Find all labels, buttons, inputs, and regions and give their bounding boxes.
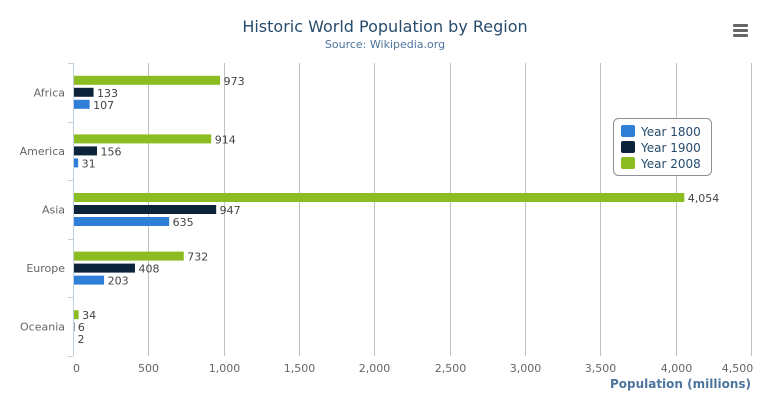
data-label: 973	[224, 75, 245, 88]
legend-symbol	[621, 157, 635, 169]
bar[interactable]	[73, 263, 135, 273]
x-tick-label: 2,000	[359, 362, 391, 375]
bar[interactable]	[73, 251, 184, 261]
data-label: 732	[187, 251, 208, 264]
data-label: 635	[173, 216, 194, 229]
chart-subtitle: Source: Wikipedia.org	[325, 38, 445, 51]
category-label: America	[20, 145, 65, 158]
data-label: 914	[215, 133, 236, 146]
category-label: Europe	[26, 262, 65, 275]
data-label: 31	[82, 157, 96, 170]
bar[interactable]	[73, 99, 90, 109]
bar[interactable]	[73, 310, 79, 320]
legend-label: Year 1900	[640, 141, 701, 155]
x-tick-label: 4,500	[722, 362, 754, 375]
data-label: 2	[78, 333, 85, 346]
data-label: 34	[82, 309, 96, 322]
data-label: 6	[78, 321, 85, 334]
menu-button[interactable]	[728, 20, 752, 40]
legend-label: Year 1800	[640, 125, 701, 139]
bar[interactable]	[73, 193, 685, 202]
legend-symbol	[621, 141, 635, 153]
x-tick-label: 500	[138, 362, 159, 375]
menu-icon	[733, 24, 748, 37]
x-tick-label: 1,000	[209, 362, 241, 375]
legend: Year 1800 Year 1900 Year 2008	[613, 118, 712, 176]
x-tick-label: 3,500	[585, 362, 617, 375]
data-label: 156	[101, 145, 122, 158]
bar[interactable]	[73, 275, 105, 285]
axis-title: Population (millions)	[610, 377, 751, 391]
category-label: Asia	[42, 204, 65, 217]
x-tick-label: 1,500	[284, 362, 316, 375]
legend-item[interactable]: Year 1900	[621, 141, 701, 155]
x-tick-label: 0	[73, 362, 80, 375]
legend-label: Year 2008	[640, 157, 701, 171]
category-label: Africa	[34, 86, 65, 99]
legend-symbol	[621, 125, 635, 137]
data-label: 4,054	[688, 192, 720, 205]
x-tick-label: 4,000	[661, 362, 693, 375]
bar[interactable]	[73, 146, 98, 156]
data-label: 133	[97, 87, 118, 100]
bar[interactable]	[73, 87, 94, 97]
bar[interactable]	[73, 217, 170, 226]
data-label: 947	[220, 204, 241, 217]
data-label: 107	[93, 99, 114, 112]
data-label: 408	[138, 263, 159, 276]
bar[interactable]	[73, 205, 217, 214]
bar[interactable]	[73, 134, 212, 144]
x-tick-label: 2,500	[435, 362, 467, 375]
bar[interactable]	[73, 75, 221, 85]
legend-item[interactable]: Year 2008	[621, 157, 701, 171]
category-label: Oceania	[20, 321, 65, 334]
legend-item[interactable]: Year 1800	[621, 125, 701, 139]
bar[interactable]	[73, 158, 79, 168]
x-tick-label: 3,000	[510, 362, 542, 375]
legend-box	[613, 118, 712, 176]
chart-title: Historic World Population by Region	[242, 17, 527, 36]
data-label: 203	[108, 275, 129, 288]
